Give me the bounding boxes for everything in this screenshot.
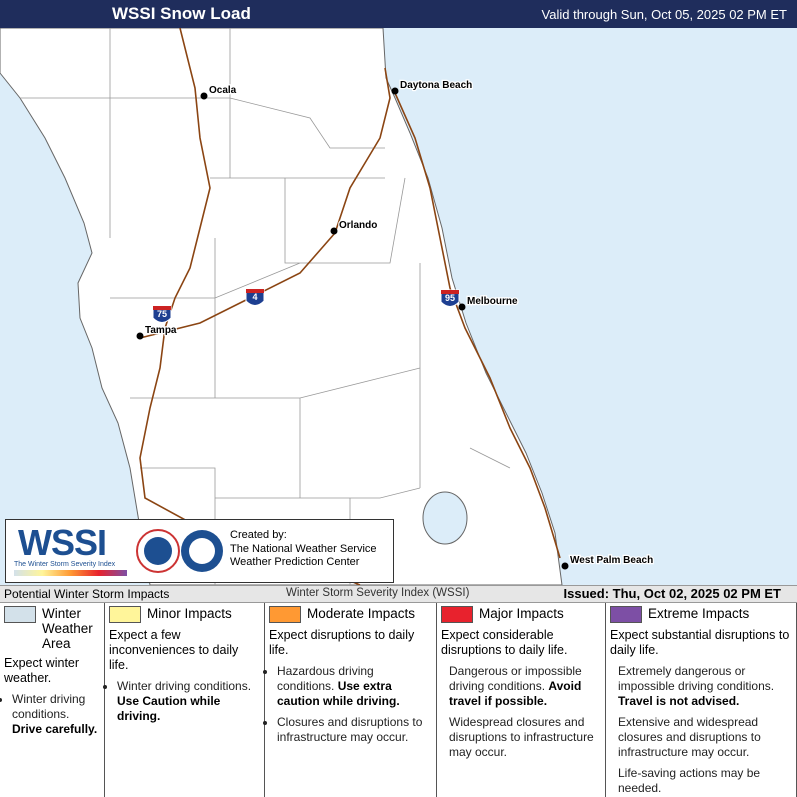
- impact-header: Extreme Impacts: [610, 606, 792, 623]
- bullet-emphasis: Avoid travel if possible.: [449, 679, 582, 708]
- impact-column: Minor Impacts Expect a few inconveniences…: [105, 603, 265, 797]
- impact-swatch: [441, 606, 473, 623]
- highway-shield: [440, 289, 460, 307]
- impact-column: Extreme Impacts Expect substantial disrup…: [606, 603, 797, 797]
- city-label: Orlando: [339, 220, 377, 231]
- valid-time: Valid through Sun, Oct 05, 2025 02 PM ET: [541, 7, 787, 22]
- city-label: West Palm Beach: [570, 555, 653, 566]
- city-dot: [136, 332, 144, 340]
- map: Ocala Daytona Beach Orlando Melbourne Tampa W…: [0, 28, 797, 585]
- county-lines: [20, 28, 511, 585]
- impact-bullets: Winter driving conditions. Use Caution w…: [109, 679, 260, 724]
- city-dot: [330, 227, 338, 235]
- status-bar: Potential Winter Storm Impacts Winter St…: [0, 585, 797, 603]
- logo-bar: [14, 570, 127, 576]
- impact-swatch: [4, 606, 36, 623]
- logo-mark: WSSI: [18, 522, 107, 563]
- impact-name: Minor Impacts: [147, 606, 232, 621]
- bullet-emphasis: Use Caution while driving.: [117, 694, 221, 723]
- agency-logos: [136, 529, 223, 573]
- impact-bullet: Dangerous or impossible driving conditio…: [449, 664, 601, 709]
- bullet-text: Winter driving conditions.: [117, 679, 252, 693]
- impact-summary: Expect substantial disruptions to daily …: [610, 628, 790, 657]
- city-label: Tampa: [145, 325, 177, 336]
- impact-name: Extreme Impacts: [648, 606, 750, 621]
- impact-bullet: Winter driving conditions. Drive careful…: [12, 692, 100, 737]
- impact-header: Major Impacts: [441, 606, 601, 623]
- impact-header: Moderate Impacts: [269, 606, 432, 623]
- bullet-text: Extremely dangerous or impossible drivin…: [618, 664, 775, 693]
- created-line: The National Weather Service: [230, 542, 377, 555]
- city-label: Melbourne: [467, 296, 518, 307]
- impact-bullet: Closures and disruptions to infrastructu…: [277, 715, 432, 745]
- legend: Winter Weather Area Expect winter weather…: [0, 603, 797, 797]
- impact-header: Winter Weather Area: [4, 606, 100, 651]
- shield-top: [153, 306, 171, 310]
- impact-name: Winter Weather Area: [42, 606, 93, 651]
- impact-bullets: Hazardous driving conditions. Use extra …: [269, 664, 432, 745]
- city-dot: [200, 92, 208, 100]
- impact-column: Major Impacts Expect considerable disrupt…: [437, 603, 606, 797]
- impact-bullet: Life-saving actions may be needed.: [618, 766, 792, 796]
- logo-subtitle: The Winter Storm Severity Index: [14, 561, 116, 568]
- highway-number: 4: [252, 292, 257, 302]
- highway-shield: [245, 288, 265, 306]
- bullet-emphasis: Use extra caution while driving.: [277, 679, 400, 708]
- impact-swatch: [610, 606, 642, 623]
- impact-column: Winter Weather Area Expect winter weather…: [0, 603, 105, 797]
- status-center: Winter Storm Severity Index (WSSI): [286, 587, 470, 599]
- header: WSSI Snow Load Valid through Sun, Oct 05…: [0, 0, 797, 28]
- cities: Ocala Daytona Beach Orlando Melbourne Tampa W…: [136, 79, 654, 570]
- shield-top: [246, 289, 264, 293]
- city-dot: [458, 303, 466, 311]
- shield-top: [441, 290, 459, 294]
- status-left: Potential Winter Storm Impacts: [4, 587, 170, 601]
- impact-bullet: Widespread closures and disruptions to i…: [449, 715, 601, 760]
- highway-number: 75: [157, 309, 167, 319]
- highway-shield: [152, 305, 172, 323]
- bullet-text: Closures and disruptions to infrastructu…: [277, 715, 423, 744]
- impact-header: Minor Impacts: [109, 606, 260, 623]
- created-by: Created by: The National Weather Service W…: [230, 529, 377, 570]
- impact-bullet: Extensive and widespread closures and di…: [618, 715, 792, 760]
- city-label: Daytona Beach: [400, 80, 472, 91]
- bullet-emphasis: Travel is not advised.: [618, 694, 740, 708]
- bullet-text: Widespread closures and disruptions to i…: [449, 715, 594, 759]
- impact-name: Major Impacts: [479, 606, 564, 621]
- impact-summary: Expect winter weather.: [4, 656, 80, 685]
- city-label: Ocala: [209, 85, 237, 96]
- city-dot: [561, 562, 569, 570]
- city-dot: [391, 87, 399, 95]
- logo-box: WSSI The Winter Storm Severity Index Cre…: [5, 519, 394, 583]
- impact-bullet: Winter driving conditions. Use Caution w…: [117, 679, 260, 724]
- impact-summary: Expect disruptions to daily life.: [269, 628, 415, 657]
- impact-bullets: Winter driving conditions. Drive careful…: [4, 692, 100, 737]
- noaa-logo-inner: [189, 538, 215, 564]
- impact-bullets: Dangerous or impossible driving conditio…: [441, 664, 601, 760]
- nws-logo-inner: [144, 537, 172, 565]
- title: WSSI Snow Load: [112, 4, 251, 23]
- impact-summary: Expect a few inconveniences to daily lif…: [109, 628, 239, 672]
- highway-number: 95: [445, 293, 455, 303]
- impact-column: Moderate Impacts Expect disruptions to da…: [265, 603, 437, 797]
- bullet-text: Life-saving actions may be needed.: [618, 766, 761, 795]
- bullet-text: Winter driving conditions.: [12, 692, 86, 721]
- impact-name: Moderate Impacts: [307, 606, 416, 621]
- impact-bullets: Extremely dangerous or impossible drivin…: [610, 664, 792, 796]
- impact-bullet: Extremely dangerous or impossible drivin…: [618, 664, 792, 709]
- impact-swatch: [269, 606, 301, 623]
- impact-bullet: Hazardous driving conditions. Use extra …: [277, 664, 432, 709]
- bullet-text: Extensive and widespread closures and di…: [618, 715, 761, 759]
- bullet-text: Dangerous or impossible driving conditio…: [449, 664, 582, 693]
- bullet-emphasis: Drive carefully.: [12, 722, 98, 736]
- lake: [422, 491, 468, 545]
- created-line: Weather Prediction Center: [230, 556, 360, 568]
- issued: Issued: Thu, Oct 02, 2025 02 PM ET: [563, 586, 781, 601]
- bullet-text: Hazardous driving conditions.: [277, 664, 374, 693]
- impact-swatch: [109, 606, 141, 623]
- created-line: Created by:: [230, 529, 287, 541]
- impact-summary: Expect considerable disruptions to daily…: [441, 628, 568, 657]
